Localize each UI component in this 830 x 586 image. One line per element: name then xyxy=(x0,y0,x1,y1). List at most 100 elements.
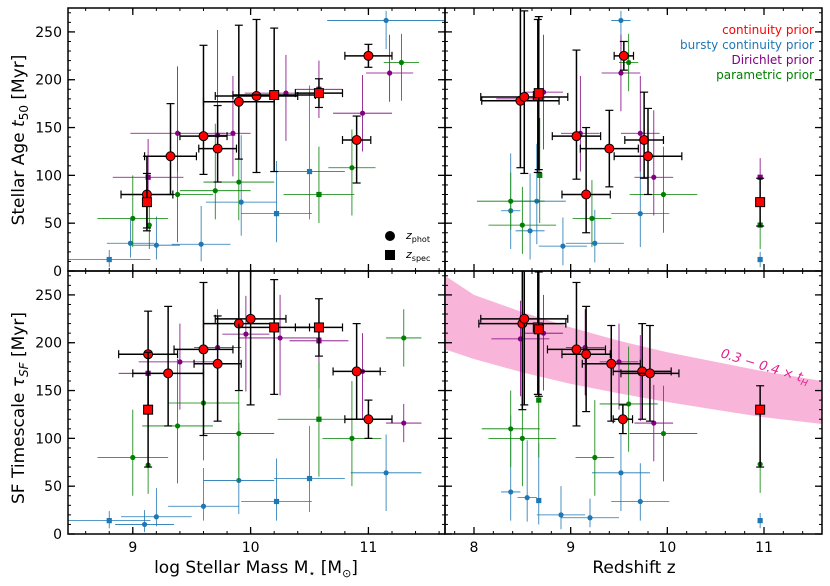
data-point xyxy=(533,16,544,171)
y-label-top-sym: t xyxy=(9,119,29,127)
data-point xyxy=(481,8,560,169)
marker-circle xyxy=(401,420,407,426)
x-label-left-unit: [M xyxy=(315,558,342,578)
data-point xyxy=(141,172,152,232)
marker-circle xyxy=(238,199,244,205)
data-point xyxy=(629,385,698,482)
series-continuity-prior xyxy=(120,18,393,232)
marker-circle xyxy=(359,110,366,116)
data-point xyxy=(612,404,634,435)
marker-circle xyxy=(212,188,218,194)
series-parametric-prior xyxy=(97,33,420,250)
data-point xyxy=(327,10,445,50)
data-point xyxy=(480,10,569,175)
y-tick-label: 100 xyxy=(35,168,62,184)
marker-circle xyxy=(251,90,262,101)
data-point xyxy=(383,33,420,101)
marker-circle xyxy=(527,228,533,234)
data-point xyxy=(476,172,545,230)
data-point xyxy=(515,173,545,260)
x-tick-label: 10 xyxy=(242,540,260,556)
series-bursty-continuity-prior xyxy=(68,423,422,533)
y-label-top-main: Stellar Age xyxy=(9,127,29,225)
data-point xyxy=(613,107,683,196)
data-point xyxy=(193,315,242,422)
y-label-bottom: SF Timescale τSF [Myr] xyxy=(9,312,31,504)
marker-circle xyxy=(560,243,566,249)
x-label-left-sun: ⊙ xyxy=(342,567,351,580)
marker-circle xyxy=(571,344,582,355)
data-point xyxy=(143,103,198,196)
marker-circle xyxy=(233,96,244,107)
data-point xyxy=(168,468,239,521)
y-label-bottom-main: SF Timescale xyxy=(9,387,29,504)
marker-circle xyxy=(200,503,207,509)
legend-marker-square xyxy=(385,250,395,260)
marker-circle xyxy=(592,240,598,246)
marker-circle xyxy=(519,91,530,102)
series-Dirichlet-prior xyxy=(118,294,422,443)
marker-square xyxy=(316,191,322,198)
data-point xyxy=(386,309,422,367)
data-point xyxy=(132,305,205,427)
data-point xyxy=(579,109,639,188)
band-0.3-0.4-tH xyxy=(445,275,822,424)
data-point xyxy=(344,43,393,68)
y-label-top-text: Stellar Age t50 [Myr] xyxy=(9,55,31,226)
marker-square xyxy=(313,322,324,333)
data-point xyxy=(222,295,270,392)
data-point xyxy=(97,175,169,248)
data-point xyxy=(294,298,344,357)
y-label-bottom-sub: SF xyxy=(17,361,31,377)
marker-circle xyxy=(643,151,653,162)
data-point xyxy=(613,40,635,71)
legend-entry: parametric prior xyxy=(716,68,814,82)
marker-circle xyxy=(398,59,405,66)
marker-circle xyxy=(174,191,181,198)
marker-circle xyxy=(587,515,593,521)
y-label-bottom-unit: [Myr] xyxy=(9,312,29,362)
marker-square xyxy=(145,174,151,180)
data-point xyxy=(238,294,322,396)
marker-circle xyxy=(212,358,223,369)
y-tick-label: 150 xyxy=(35,384,62,400)
marker-circle xyxy=(604,143,615,154)
marker-circle xyxy=(626,401,632,407)
data-point xyxy=(533,271,544,397)
marker-circle xyxy=(581,349,592,360)
data-point xyxy=(757,251,763,268)
y-label-bottom-text: SF Timescale τSF [Myr] xyxy=(9,312,31,504)
series-continuity-prior xyxy=(478,271,766,468)
marker-square xyxy=(273,498,280,505)
marker-square xyxy=(755,197,766,208)
marker-circle xyxy=(141,521,148,528)
data-point xyxy=(561,498,619,528)
marker-circle xyxy=(617,414,628,425)
panel-content xyxy=(445,271,822,530)
data-point xyxy=(68,511,151,529)
data-point xyxy=(333,74,392,152)
marker-circle xyxy=(637,498,643,505)
marker-circle xyxy=(363,414,374,425)
data-point xyxy=(755,385,766,468)
y-label-bottom-sym: τ xyxy=(9,376,29,387)
legend-label-sub: phot xyxy=(412,235,430,244)
data-point xyxy=(611,463,670,521)
marker-circle xyxy=(349,435,355,441)
legend-label-main: z xyxy=(405,248,412,261)
marker-circle xyxy=(130,215,136,221)
x-tick-label: 11 xyxy=(360,540,378,556)
marker-circle xyxy=(130,454,136,461)
data-point xyxy=(757,512,763,529)
y-tick-label: 100 xyxy=(35,431,62,447)
marker-circle xyxy=(383,17,389,24)
data-point xyxy=(634,384,674,462)
panel-content xyxy=(476,8,766,268)
marker-circle xyxy=(519,222,525,228)
marker-square xyxy=(313,88,324,99)
data-point xyxy=(203,376,275,482)
marker-circle xyxy=(243,331,249,337)
panel-tau_vs_redshift: 8 9 10 110.3 − 0.4 × tH xyxy=(444,270,823,556)
data-point xyxy=(575,400,615,496)
